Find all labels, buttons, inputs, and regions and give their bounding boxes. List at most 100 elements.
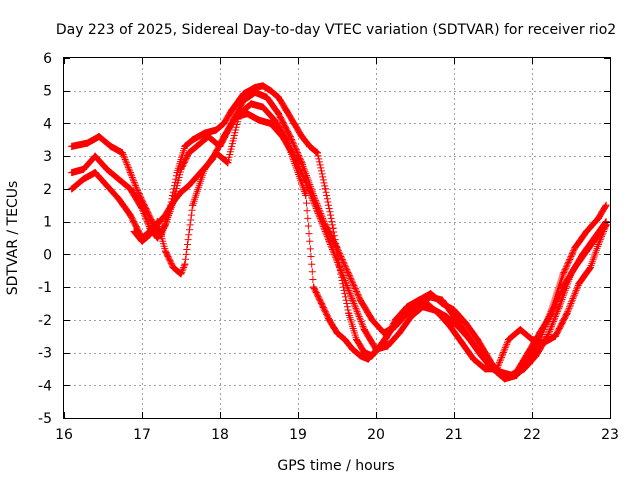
data-point [548, 309, 555, 317]
data-point [349, 345, 357, 353]
data-point [563, 309, 571, 317]
data-point [321, 185, 329, 193]
data-point [298, 159, 306, 167]
data-point [559, 283, 567, 291]
plot-frame [63, 57, 611, 419]
data-point [177, 270, 185, 278]
data-point [395, 329, 403, 337]
data-point [571, 244, 579, 252]
data-point [360, 326, 368, 334]
data-point [126, 169, 134, 177]
data-point [532, 352, 540, 360]
data-point [177, 165, 185, 173]
axis-ticks [64, 58, 611, 419]
y-tick-label: 0 [43, 247, 52, 263]
data-point [161, 221, 169, 229]
data-point [239, 97, 247, 105]
data-point [337, 267, 345, 275]
data-point [282, 136, 290, 144]
y-tick-label: -2 [38, 313, 52, 329]
data-point [146, 231, 154, 239]
x-tick-label: 17 [133, 427, 151, 443]
data-point [501, 375, 509, 383]
data-point [91, 152, 99, 160]
series-track-1 [68, 82, 610, 383]
data-point [243, 110, 251, 118]
data-point [247, 100, 255, 108]
data-point [189, 201, 197, 209]
data-point [341, 335, 349, 343]
data-point [438, 296, 446, 304]
data-point [512, 368, 520, 376]
data-point [255, 116, 263, 124]
data-point [399, 309, 407, 317]
data-point [462, 319, 470, 327]
data-point [353, 335, 360, 343]
data-point [154, 234, 162, 242]
y-tick-labels: -5 -4 -3 -2 -1 0 1 2 3 4 5 6 [38, 51, 52, 427]
data-point [551, 332, 559, 340]
data-point [80, 165, 87, 173]
data-point [450, 313, 458, 321]
data-point [310, 283, 318, 291]
data-point [559, 270, 567, 278]
data-point [126, 211, 134, 219]
data-point [239, 90, 247, 98]
data-point [169, 263, 177, 271]
data-point [594, 241, 602, 249]
data-point [282, 106, 290, 114]
data-point [325, 316, 333, 324]
data-point [220, 133, 228, 141]
y-tick-label: 3 [43, 149, 52, 165]
data-point [575, 280, 583, 288]
data-point [516, 326, 524, 334]
data-point [314, 208, 321, 216]
data-point [481, 365, 489, 373]
data-point [259, 103, 267, 111]
data-point [189, 136, 197, 144]
data-point [345, 270, 353, 278]
y-tick-label: 6 [43, 51, 52, 67]
data-point [555, 303, 563, 311]
data-point [181, 260, 189, 268]
y-tick-label: -3 [38, 346, 52, 362]
data-point [317, 299, 325, 307]
y-tick-label: 2 [43, 182, 52, 198]
data-point [540, 339, 548, 347]
data-point [68, 185, 76, 193]
data-point [220, 119, 228, 127]
data-point [185, 149, 193, 157]
y-tick-label: -4 [38, 378, 52, 394]
x-tick-label: 22 [523, 427, 541, 443]
data-point [427, 293, 435, 301]
data-point [520, 365, 528, 373]
x-tick-label: 16 [55, 427, 73, 443]
data-point [275, 110, 282, 118]
x-tick-label: 21 [445, 427, 463, 443]
data-point [470, 355, 477, 363]
series-track-4 [130, 100, 610, 373]
data-point [271, 116, 279, 124]
data-point [364, 355, 372, 363]
data-point [95, 133, 103, 141]
data-point [434, 309, 442, 317]
data-point [161, 211, 169, 219]
data-point [306, 142, 314, 150]
data-point [200, 129, 208, 137]
data-point [384, 342, 392, 350]
data-point [294, 169, 302, 177]
data-point [181, 142, 189, 150]
y-tick-label: -1 [38, 280, 52, 296]
y-tick-label: 4 [43, 116, 52, 132]
data-point [333, 329, 341, 337]
data-point [473, 335, 481, 343]
data-point [91, 169, 99, 177]
data-point [477, 352, 485, 360]
data-point [103, 182, 111, 190]
data-point [524, 349, 532, 357]
data-point [68, 142, 76, 150]
data-point [407, 313, 415, 321]
data-point [130, 227, 138, 235]
